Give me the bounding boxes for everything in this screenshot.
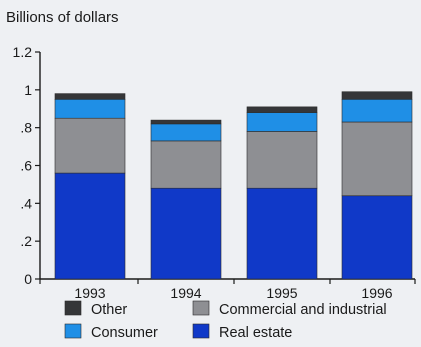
legend-swatch-commercial-and-industrial	[192, 300, 210, 316]
legend-swatch-other	[64, 300, 82, 316]
y-tick-labels: 0 .2 .4 .6 .8 1 1.2	[13, 44, 33, 287]
x-tick-label: 1995	[266, 285, 297, 301]
legend-label-real-estate: Real estate	[219, 325, 292, 341]
y-tick-label: 1	[24, 82, 32, 98]
bar-segment-real-estate-1993	[54, 172, 126, 280]
bar-segment-other-1995	[246, 106, 318, 113]
bar-segment-consumer-1993	[54, 98, 126, 119]
bar-segment-commercial-and-industrial-1996	[341, 121, 413, 197]
bar-segment-consumer-1996	[341, 98, 413, 123]
y-tick-label: .6	[20, 158, 32, 174]
legend: Other Commercial and industrial Consumer Re…	[64, 300, 387, 341]
bar-segment-real-estate-1996	[341, 195, 413, 280]
x-tick-labels: 1993 1994 1995 1996	[74, 285, 392, 301]
bar-segment-other-1994	[150, 119, 222, 125]
y-tick-label: .8	[20, 120, 32, 136]
y-tick-label: 0	[24, 271, 32, 287]
legend-swatch-consumer	[64, 323, 82, 339]
bar-segment-consumer-1995	[246, 112, 318, 132]
bar-segment-real-estate-1994	[150, 187, 222, 280]
bar-segment-commercial-and-industrial-1993	[54, 117, 126, 174]
bar-segment-commercial-and-industrial-1995	[246, 131, 318, 189]
y-axis-title: Billions of dollars	[6, 9, 119, 26]
x-tick-label: 1996	[361, 285, 392, 301]
bar-segment-commercial-and-industrial-1994	[150, 140, 222, 189]
legend-label-commercial-and-industrial: Commercial and industrial	[219, 302, 387, 318]
bar-segment-other-1996	[341, 91, 413, 100]
y-tick-label: .4	[20, 195, 32, 211]
y-tick-label: 1.2	[13, 44, 33, 60]
bar-segment-consumer-1994	[150, 123, 222, 142]
bars	[54, 91, 413, 280]
x-tick-label: 1993	[74, 285, 105, 301]
legend-swatch-real-estate	[192, 323, 210, 339]
x-tick-label: 1994	[170, 285, 201, 301]
legend-label-other: Other	[91, 302, 127, 318]
legend-label-consumer: Consumer	[91, 325, 158, 341]
bar-segment-other-1993	[54, 93, 126, 100]
y-tick-label: .2	[20, 233, 32, 249]
bar-segment-real-estate-1995	[246, 187, 318, 280]
